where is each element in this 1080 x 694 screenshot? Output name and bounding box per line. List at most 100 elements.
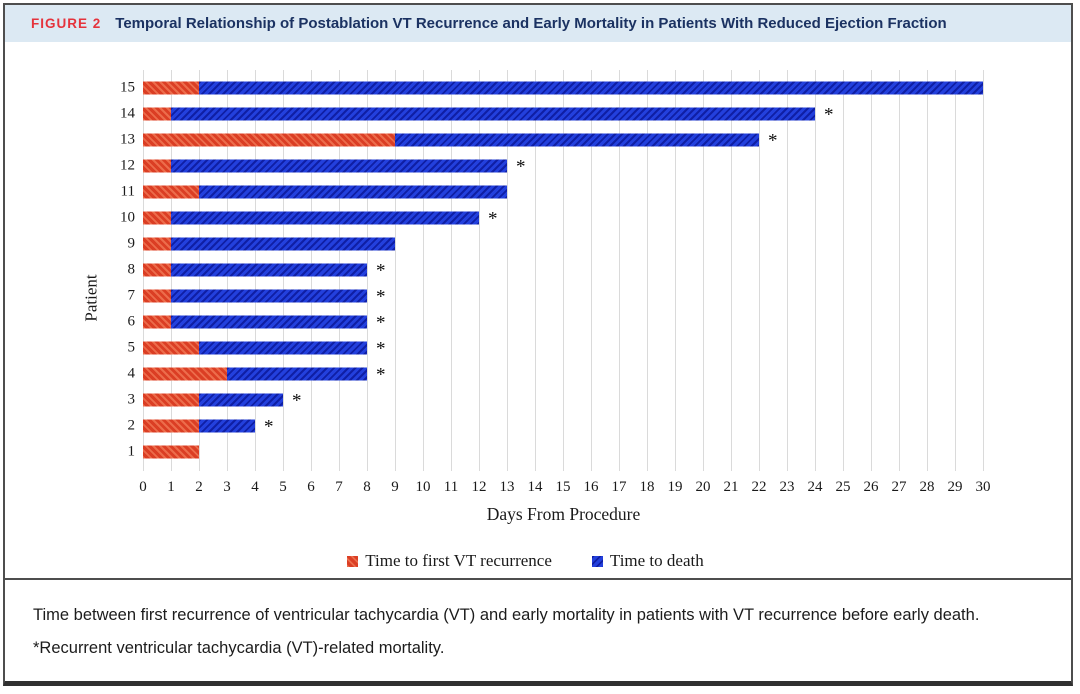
bar-time-to-death xyxy=(227,367,367,381)
x-tick-label: 12 xyxy=(471,479,487,495)
bar-vt-recurrence xyxy=(143,367,227,381)
y-tick-label: 13 xyxy=(120,131,135,148)
x-tick-label: 20 xyxy=(695,479,711,495)
patient-row-4: 4 * xyxy=(128,361,984,387)
bar-time-to-death xyxy=(171,159,507,173)
vt-related-death-asterisk: * xyxy=(376,338,386,360)
plot-wrapper: Patient 15 14 * 13 * 12 * 11 10 * 9 8 * 7 * 6 * 5 * 4 * 3 * 2 * 1… xyxy=(82,70,991,525)
patient-row-9: 9 xyxy=(128,231,984,257)
bar-vt-recurrence xyxy=(143,341,199,355)
legend-item-vt-recurrence: Time to first VT recurrence xyxy=(347,551,552,571)
x-tick-label: 1 xyxy=(167,479,175,495)
x-tick-label: 10 xyxy=(415,479,431,495)
bar-time-to-death xyxy=(171,237,395,251)
vt-related-death-asterisk: * xyxy=(376,364,386,386)
x-tick-label: 26 xyxy=(863,479,879,495)
vt-related-death-asterisk: * xyxy=(516,156,526,178)
patient-row-14: 14 * xyxy=(120,101,984,127)
y-tick-label: 12 xyxy=(120,157,135,174)
x-tick-label: 27 xyxy=(891,479,907,495)
legend-label-death: Time to death xyxy=(609,551,704,570)
figure-header: FIGURE 2 Temporal Relationship of Postab… xyxy=(5,5,1071,42)
vt-related-death-asterisk: * xyxy=(264,416,274,438)
patient-row-10: 10 * xyxy=(120,205,984,231)
bar-vt-recurrence xyxy=(143,393,199,407)
bar-time-to-death xyxy=(199,81,983,95)
y-tick-label: 10 xyxy=(120,209,135,226)
y-tick-label: 15 xyxy=(120,79,135,96)
x-tick-label: 2 xyxy=(195,479,203,495)
legend-label-vt-recurrence: Time to first VT recurrence xyxy=(365,551,552,570)
patient-row-15: 15 xyxy=(120,75,984,101)
patient-row-1: 1 xyxy=(128,439,984,465)
x-tick-label: 19 xyxy=(667,479,683,495)
bar-time-to-death xyxy=(171,107,815,121)
bar-vt-recurrence xyxy=(143,263,171,277)
x-tick-label: 21 xyxy=(723,479,739,495)
x-tick-label: 30 xyxy=(975,479,991,495)
x-tick-label: 16 xyxy=(583,479,599,495)
patient-row-13: 13 * xyxy=(120,127,984,153)
patient-row-5: 5 * xyxy=(128,335,984,361)
y-tick-label: 3 xyxy=(127,391,136,408)
bar-vt-recurrence xyxy=(143,133,395,147)
vt-related-death-asterisk: * xyxy=(824,104,834,126)
bar-plot: 15 14 * 13 * 12 * 11 10 * 9 8 * 7 * 6 * 5 * 4 * 3 * 2 * 1 xyxy=(120,70,984,471)
x-tick-label: 11 xyxy=(443,479,459,495)
patient-row-3: 3 * xyxy=(128,387,984,413)
y-tick-label: 6 xyxy=(127,313,136,330)
bar-time-to-death xyxy=(199,185,507,199)
y-tick-label: 1 xyxy=(127,443,136,460)
bar-time-to-death xyxy=(171,211,479,225)
bar-vt-recurrence xyxy=(143,159,171,173)
patient-row-12: 12 * xyxy=(120,153,984,179)
bar-vt-recurrence xyxy=(143,211,171,225)
patient-row-6: 6 * xyxy=(128,309,984,335)
x-tick-label: 9 xyxy=(391,479,399,495)
bar-time-to-death xyxy=(199,419,255,433)
y-tick-label: 7 xyxy=(127,287,136,304)
x-tick-label: 28 xyxy=(919,479,935,495)
x-tick-label: 5 xyxy=(279,479,287,495)
bar-time-to-death xyxy=(199,393,283,407)
figure-container: FIGURE 2 Temporal Relationship of Postab… xyxy=(3,3,1073,686)
x-tick-label: 15 xyxy=(555,479,571,495)
chart-legend: Time to first VT recurrence Time to deat… xyxy=(105,551,946,571)
bar-time-to-death xyxy=(199,341,367,355)
x-tick-label: 25 xyxy=(835,479,851,495)
figure-number-label: FIGURE 2 xyxy=(31,16,102,31)
bar-time-to-death xyxy=(395,133,759,147)
bar-time-to-death xyxy=(171,315,367,329)
y-tick-label: 14 xyxy=(120,105,135,122)
x-tick-label: 17 xyxy=(611,479,627,495)
x-tick-label: 0 xyxy=(139,479,147,495)
vt-related-death-asterisk: * xyxy=(376,260,386,282)
x-tick-label: 4 xyxy=(251,479,259,495)
x-tick-label: 7 xyxy=(335,479,343,495)
bar-vt-recurrence xyxy=(143,237,171,251)
bar-vt-recurrence xyxy=(143,81,199,95)
figure-caption: Time between first recurrence of ventric… xyxy=(5,578,1071,681)
x-tick-label: 13 xyxy=(499,479,515,495)
bar-vt-recurrence xyxy=(143,185,199,199)
bar-time-to-death xyxy=(171,289,367,303)
x-tick-label: 6 xyxy=(307,479,315,495)
x-tick-label: 24 xyxy=(807,479,823,495)
patient-row-8: 8 * xyxy=(128,257,984,283)
vt-related-death-asterisk: * xyxy=(292,390,302,412)
x-tick-label: 8 xyxy=(363,479,371,495)
vt-related-death-asterisk: * xyxy=(488,208,498,230)
bar-time-to-death xyxy=(171,263,367,277)
x-tick-label: 29 xyxy=(947,479,963,495)
legend-swatch-blue xyxy=(591,555,603,567)
legend-item-death: Time to death xyxy=(591,551,704,571)
y-tick-label: 11 xyxy=(120,183,135,200)
patient-row-7: 7 * xyxy=(128,283,984,309)
y-tick-label: 8 xyxy=(127,261,136,278)
x-tick-label: 3 xyxy=(223,479,231,495)
y-tick-label: 4 xyxy=(127,365,136,382)
x-tick-label: 22 xyxy=(751,479,767,495)
y-tick-label: 5 xyxy=(127,339,136,356)
patient-row-11: 11 xyxy=(121,179,984,205)
y-tick-label: 2 xyxy=(127,417,136,434)
